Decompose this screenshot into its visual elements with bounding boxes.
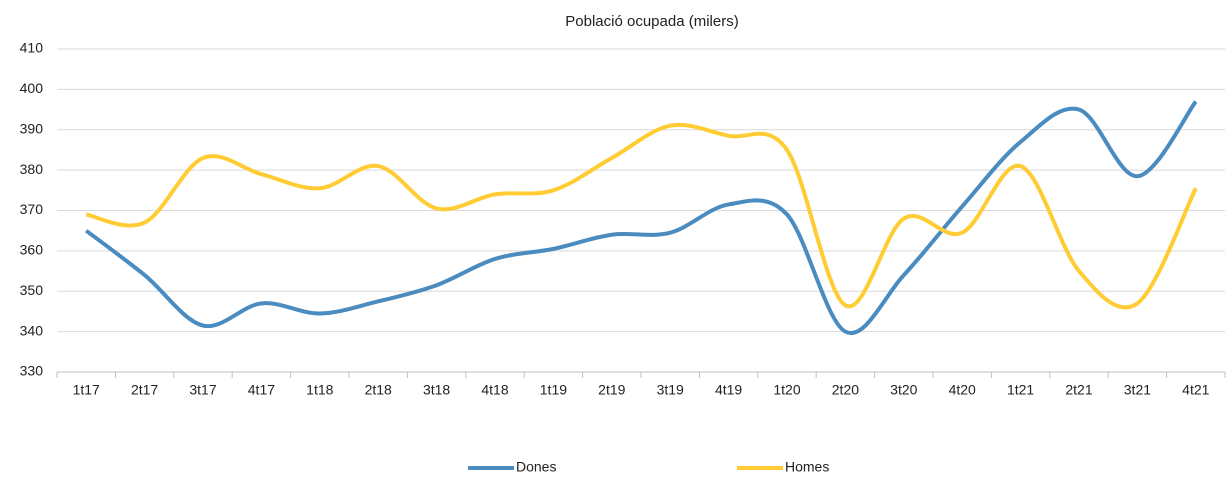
- y-tick-label: 360: [20, 242, 44, 258]
- x-tick-label: 2t20: [832, 382, 859, 398]
- x-tick-label: 2t18: [365, 382, 392, 398]
- y-tick-label: 370: [20, 201, 44, 217]
- x-tick-label: 2t21: [1065, 382, 1092, 398]
- y-tick-label: 340: [20, 322, 44, 338]
- line-series: [85, 122, 1198, 310]
- x-tick-label: 3t20: [890, 382, 917, 398]
- x-tick-label: 3t21: [1124, 382, 1151, 398]
- y-tick-label: 390: [20, 120, 44, 136]
- x-tick-label: 2t19: [598, 382, 625, 398]
- x-tick-label: 3t17: [189, 382, 216, 398]
- x-tick-label: 1t18: [306, 382, 333, 398]
- x-tick-label: 1t20: [773, 382, 800, 398]
- legend-label: Dones: [516, 459, 556, 475]
- x-tick-label: 4t20: [949, 382, 976, 398]
- x-tick-label: 1t17: [73, 382, 100, 398]
- x-tick-label: 4t21: [1182, 382, 1209, 398]
- x-tick-label: 1t21: [1007, 382, 1034, 398]
- line-series: [84, 100, 1198, 336]
- x-tick-label: 1t19: [540, 382, 567, 398]
- y-tick-label: 400: [20, 80, 44, 96]
- x-tick-label: 2t17: [131, 382, 158, 398]
- y-tick-label: 410: [20, 40, 44, 56]
- y-tick-label: 330: [20, 363, 44, 379]
- x-tick-label: 4t17: [248, 382, 275, 398]
- y-tick-label: 380: [20, 161, 44, 177]
- x-tick-label: 4t19: [715, 382, 742, 398]
- chart-title: Població ocupada (milers): [565, 13, 738, 30]
- y-tick-label: 350: [20, 282, 44, 298]
- x-tick-label: 3t18: [423, 382, 450, 398]
- legend-label: Homes: [785, 459, 829, 475]
- x-tick-label: 4t18: [481, 382, 508, 398]
- x-tick-label: 3t19: [657, 382, 684, 398]
